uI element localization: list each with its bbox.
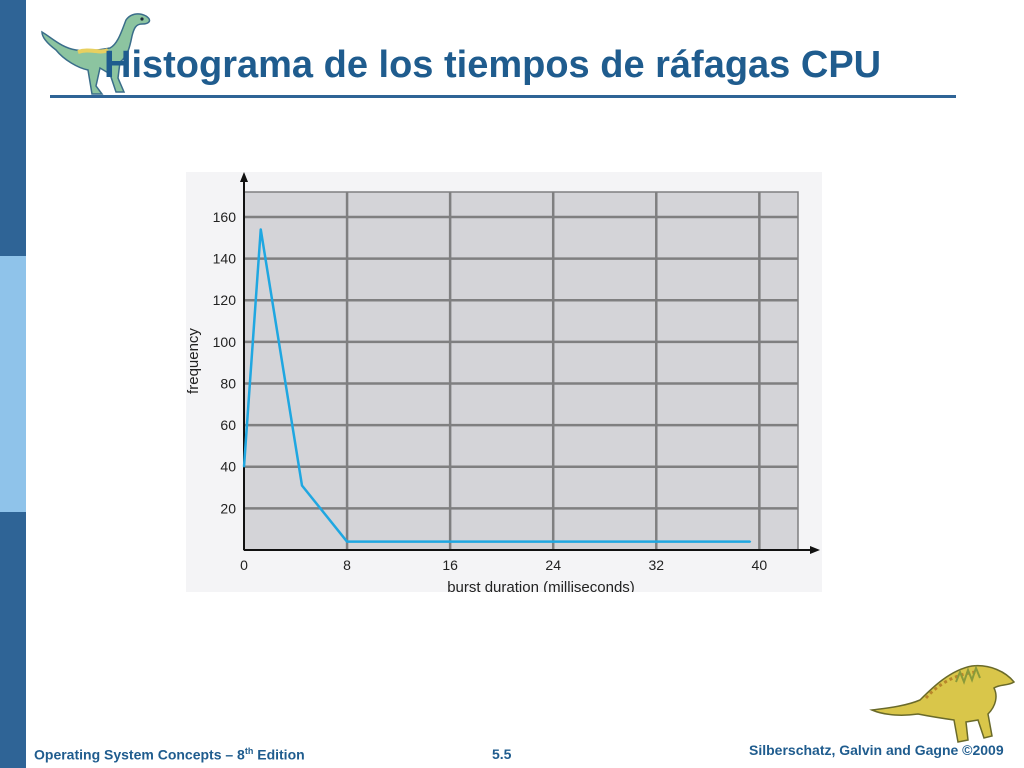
x-tick-label: 40 bbox=[752, 557, 768, 573]
dinosaur-icon bbox=[38, 8, 156, 96]
data-point bbox=[449, 540, 451, 543]
footer-book-main: Operating System Concepts – 8 bbox=[34, 746, 245, 763]
x-axis-arrow bbox=[810, 546, 820, 554]
slide-title: Histograma de los tiempos de ráfagas CPU bbox=[104, 44, 882, 86]
y-tick-label: 140 bbox=[213, 251, 237, 267]
series-line bbox=[242, 228, 751, 543]
x-tick-label: 24 bbox=[545, 557, 561, 573]
data-point bbox=[749, 540, 752, 543]
plot-area bbox=[243, 191, 799, 551]
x-tick-label: 16 bbox=[442, 557, 458, 573]
side-bar-top bbox=[0, 0, 26, 256]
data-point bbox=[655, 540, 658, 543]
x-axis-label: burst duration (milliseconds) bbox=[447, 579, 635, 592]
axes bbox=[240, 172, 820, 554]
y-tick-label: 60 bbox=[220, 417, 236, 433]
side-bar-bottom bbox=[0, 512, 26, 768]
series-layer bbox=[242, 228, 752, 543]
footer-book-title: Operating System Concepts – 8th Edition bbox=[34, 746, 305, 763]
y-tick-label: 80 bbox=[220, 375, 236, 391]
y-tick-label: 20 bbox=[220, 500, 236, 516]
y-tick-label: 40 bbox=[220, 459, 236, 475]
footer-copyright: Silberschatz, Galvin and Gagne ©2009 bbox=[749, 742, 1004, 758]
data-point bbox=[301, 484, 303, 487]
data-point bbox=[243, 465, 245, 468]
x-tick-label: 32 bbox=[648, 557, 664, 573]
x-axis-ticks: 0 8 16 24 32 40 bbox=[240, 557, 767, 573]
y-tick-label: 160 bbox=[213, 209, 237, 225]
chart-svg: 0 8 16 24 32 40 20 40 60 80 100 120 140 160 burst du… bbox=[186, 172, 822, 592]
x-tick-label: 8 bbox=[343, 557, 351, 573]
side-bar-middle bbox=[0, 256, 26, 512]
grid bbox=[244, 192, 798, 550]
histogram-chart: 0 8 16 24 32 40 20 40 60 80 100 120 140 160 burst du… bbox=[186, 172, 822, 592]
y-tick-label: 120 bbox=[213, 292, 237, 308]
data-point bbox=[552, 540, 555, 543]
footer-edition-superscript: th bbox=[244, 746, 254, 756]
footer-book-tail: Edition bbox=[253, 746, 305, 763]
dinosaur-icon bbox=[868, 660, 1018, 746]
data-point bbox=[346, 540, 348, 543]
title-divider bbox=[50, 95, 956, 98]
y-axis-label: frequency bbox=[186, 328, 202, 394]
page-number: 5.5 bbox=[492, 746, 512, 762]
data-point bbox=[259, 228, 262, 231]
y-tick-label: 100 bbox=[213, 334, 237, 350]
x-tick-label: 0 bbox=[240, 557, 248, 573]
y-axis-arrow bbox=[240, 172, 248, 182]
y-axis-ticks: 20 40 60 80 100 120 140 160 bbox=[213, 209, 237, 516]
